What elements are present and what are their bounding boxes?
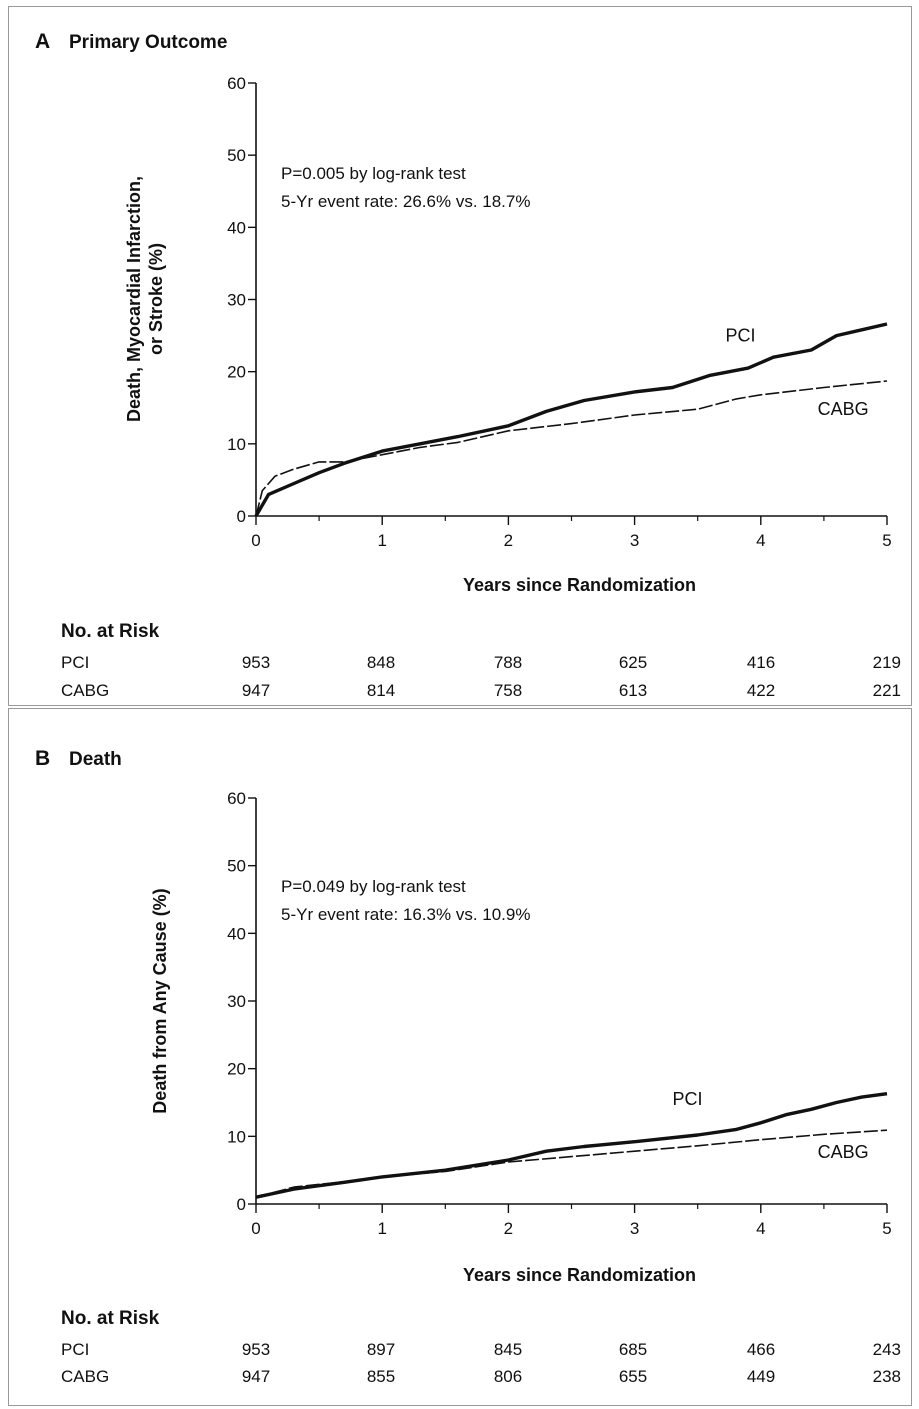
b-risk-cabg-value-5: 238 — [873, 1367, 901, 1386]
a-risk-table-header: No. at Risk — [61, 621, 160, 642]
a-series-cabg-line — [255, 380, 888, 517]
b-x-tick-label-4: 4 — [756, 1219, 765, 1238]
b-risk-table-header: No. at Risk — [61, 1308, 160, 1329]
b-y-tick-label-2: 20 — [227, 1060, 246, 1079]
b-risk-row-label-cabg: CABG — [61, 1367, 109, 1386]
a-x-tick-label-2: 2 — [504, 531, 513, 550]
b-annotation-0: P=0.049 by log-rank test — [281, 877, 466, 896]
b-series-label-pci: PCI — [672, 1089, 702, 1109]
b-risk-cabg-value-0: 947 — [242, 1367, 270, 1386]
primary-outcome-chart: A Primary Outcome 0 10 20 30 40 50 60 0 1 2 3 4 5 Years… — [35, 30, 901, 700]
a-risk-cabg-value-5: 221 — [873, 681, 901, 700]
a-y-axis-title: Death, Myocardial Infarction, or Stroke (… — [124, 176, 166, 422]
a-y-axis-title-line-1: or Stroke (%) — [146, 243, 166, 355]
a-risk-cabg-value-1: 814 — [367, 681, 395, 700]
b-risk-row-label-pci: PCI — [61, 1340, 89, 1359]
b-x-tick-label-1: 1 — [377, 1219, 386, 1238]
panel-b-death: B Death 0 10 20 30 40 50 60 0 1 2 3 4 5 Years since Ran… — [8, 708, 912, 1406]
a-annotation-1: 5-Yr event rate: 26.6% vs. 18.7% — [281, 192, 530, 211]
a-risk-cabg-value-0: 947 — [242, 681, 270, 700]
b-x-tick-label-3: 3 — [630, 1219, 639, 1238]
b-series-cabg-line — [255, 1129, 888, 1198]
a-risk-cabg-value-4: 422 — [747, 681, 775, 700]
a-y-axis-title-line-0: Death, Myocardial Infarction, — [124, 176, 144, 422]
a-risk-cabg-value-3: 613 — [619, 681, 647, 700]
a-x-tick-label-1: 1 — [377, 531, 386, 550]
b-risk-cabg-value-4: 449 — [747, 1367, 775, 1386]
a-annotation-0: P=0.005 by log-rank test — [281, 164, 466, 183]
a-series-label-pci: PCI — [725, 325, 755, 345]
b-y-tick-label-6: 60 — [227, 789, 246, 808]
b-risk-cabg-value-2: 806 — [494, 1367, 522, 1386]
b-panel-title: Death — [69, 749, 122, 770]
b-x-tick-label-0: 0 — [251, 1219, 260, 1238]
b-y-tick-label-3: 30 — [227, 992, 246, 1011]
a-x-tick-label-5: 5 — [882, 531, 891, 550]
a-risk-pci-value-1: 848 — [367, 653, 395, 672]
a-x-tick-label-4: 4 — [756, 531, 765, 550]
a-y-tick-label-6: 60 — [227, 74, 246, 93]
b-risk-pci-value-5: 243 — [873, 1340, 901, 1359]
a-risk-pci-value-3: 625 — [619, 653, 647, 672]
a-risk-pci-value-0: 953 — [242, 653, 270, 672]
a-panel-letter: A — [35, 30, 50, 53]
a-series-label-cabg: CABG — [818, 399, 869, 419]
b-risk-pci-value-1: 897 — [367, 1340, 395, 1359]
b-panel-letter: B — [35, 747, 50, 770]
b-y-tick-label-5: 50 — [227, 857, 246, 876]
b-series-label-cabg: CABG — [818, 1142, 869, 1162]
a-risk-pci-value-5: 219 — [873, 653, 901, 672]
a-risk-pci-value-4: 416 — [747, 653, 775, 672]
a-risk-row-label-cabg: CABG — [61, 681, 109, 700]
a-series-pci-line — [254, 322, 888, 517]
b-x-tick-label-2: 2 — [504, 1219, 513, 1238]
b-x-axis-title: Years since Randomization — [463, 1265, 696, 1285]
a-y-tick-label-1: 10 — [227, 435, 246, 454]
b-risk-cabg-value-3: 655 — [619, 1367, 647, 1386]
death-chart: B Death 0 10 20 30 40 50 60 0 1 2 3 4 5 Years since Ran… — [35, 747, 901, 1386]
b-x-tick-label-5: 5 — [882, 1219, 891, 1238]
a-x-tick-label-0: 0 — [251, 531, 260, 550]
a-y-tick-label-4: 40 — [227, 218, 246, 237]
a-x-tick-label-3: 3 — [630, 531, 639, 550]
a-y-tick-label-3: 30 — [227, 291, 246, 310]
b-risk-cabg-value-1: 855 — [367, 1367, 395, 1386]
b-risk-pci-value-0: 953 — [242, 1340, 270, 1359]
a-risk-cabg-value-2: 758 — [494, 681, 522, 700]
a-y-tick-label-5: 50 — [227, 146, 246, 165]
b-y-axis-title: Death from Any Cause (%) — [150, 888, 170, 1113]
b-y-tick-label-0: 0 — [237, 1195, 246, 1214]
b-y-tick-label-1: 10 — [227, 1127, 246, 1146]
a-y-tick-label-0: 0 — [237, 507, 246, 526]
a-risk-row-label-pci: PCI — [61, 653, 89, 672]
b-y-tick-label-4: 40 — [227, 924, 246, 943]
a-panel-title: Primary Outcome — [69, 32, 227, 53]
panel-a-primary-outcome: A Primary Outcome 0 10 20 30 40 50 60 0 1 2 3 4 5 Years… — [8, 6, 912, 706]
b-risk-pci-value-2: 845 — [494, 1340, 522, 1359]
b-y-axis-title-line-0: Death from Any Cause (%) — [150, 888, 170, 1113]
a-x-axis-title: Years since Randomization — [463, 575, 696, 595]
b-risk-pci-value-4: 466 — [747, 1340, 775, 1359]
a-risk-pci-value-2: 788 — [494, 653, 522, 672]
a-y-tick-label-2: 20 — [227, 363, 246, 382]
b-annotation-1: 5-Yr event rate: 16.3% vs. 10.9% — [281, 905, 530, 924]
b-risk-pci-value-3: 685 — [619, 1340, 647, 1359]
